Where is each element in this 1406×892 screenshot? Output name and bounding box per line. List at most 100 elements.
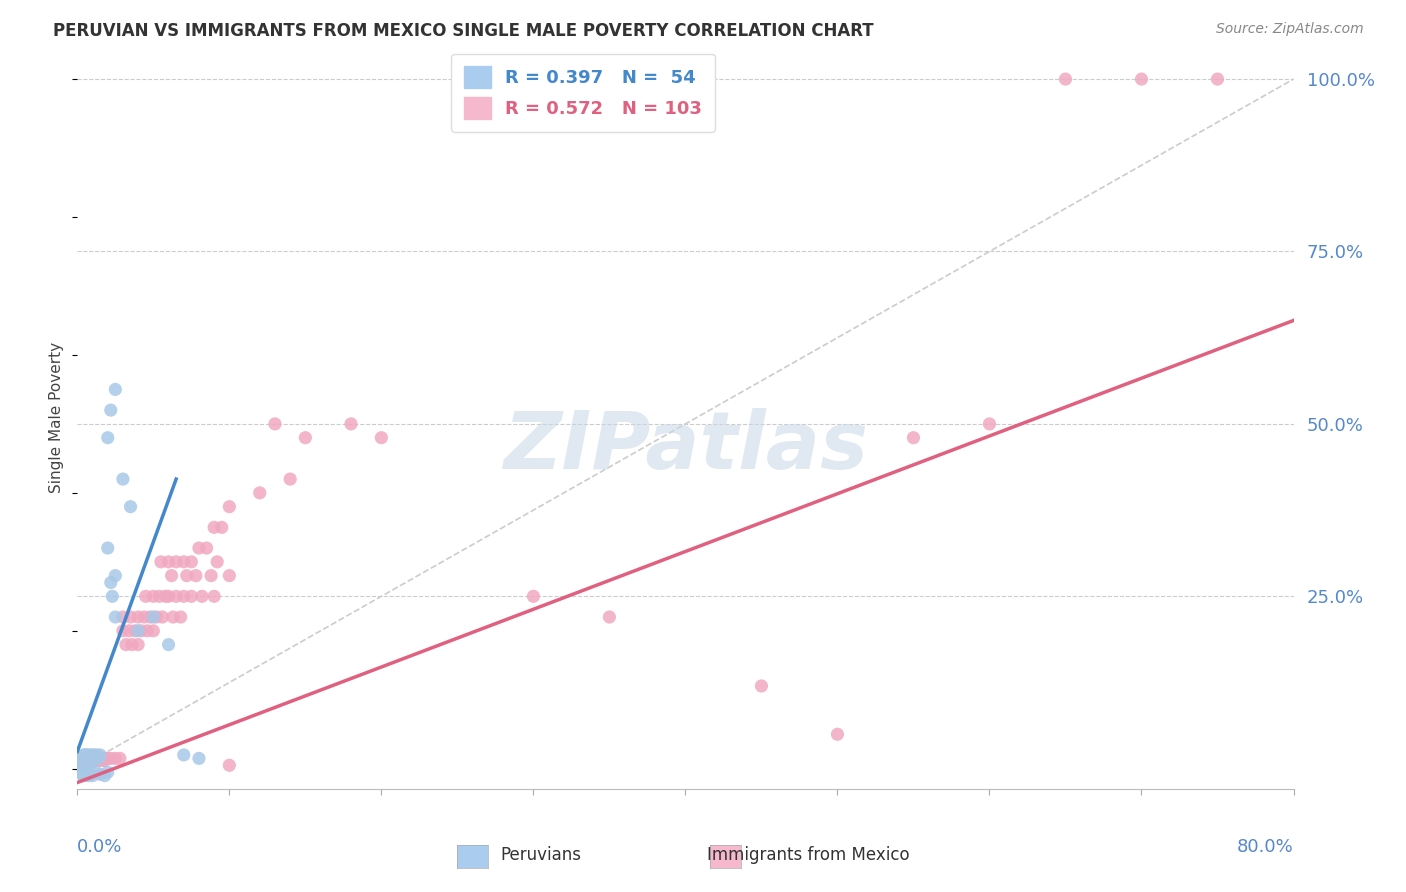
- Point: [79, 751, 101, 765]
- Point: [202, 590, 225, 604]
- Point: [83, 751, 105, 765]
- Point: [73, 751, 96, 765]
- Point: [173, 555, 195, 569]
- Point: [134, 610, 156, 624]
- Point: [522, 590, 544, 604]
- Point: [86, 751, 108, 765]
- Point: [75, 751, 97, 765]
- Point: [73, 765, 96, 780]
- Point: [73, 751, 96, 765]
- Point: [83, 754, 105, 768]
- Point: [82, 751, 104, 765]
- Point: [75, 755, 97, 769]
- Text: Immigrants from Mexico: Immigrants from Mexico: [707, 846, 910, 863]
- Point: [104, 610, 127, 624]
- Point: [97, 765, 120, 780]
- Point: [165, 590, 187, 604]
- Point: [80, 754, 103, 768]
- Point: [173, 590, 195, 604]
- Point: [70, 751, 93, 765]
- Point: [101, 590, 124, 604]
- Point: [200, 568, 222, 582]
- Point: [176, 568, 198, 582]
- Point: [84, 751, 107, 765]
- Point: [89, 767, 111, 781]
- Point: [96, 751, 118, 765]
- Point: [72, 758, 94, 772]
- Point: [79, 747, 101, 762]
- Point: [97, 541, 120, 555]
- Point: [73, 755, 96, 769]
- Point: [77, 769, 100, 783]
- Point: [115, 638, 138, 652]
- Point: [155, 590, 177, 604]
- Point: [149, 555, 172, 569]
- Point: [70, 755, 93, 769]
- Point: [79, 751, 101, 765]
- Point: [903, 431, 925, 445]
- Point: [69, 758, 91, 772]
- Point: [127, 624, 149, 638]
- Point: [82, 751, 104, 765]
- Point: [89, 751, 111, 765]
- Point: [142, 590, 165, 604]
- Point: [77, 751, 100, 765]
- Point: [77, 749, 100, 764]
- Point: [100, 403, 122, 417]
- Point: [72, 747, 94, 762]
- Point: [72, 751, 94, 765]
- Point: [77, 755, 100, 769]
- Point: [205, 555, 228, 569]
- Point: [249, 486, 271, 500]
- Point: [84, 754, 107, 768]
- Point: [104, 751, 127, 765]
- Point: [87, 751, 110, 765]
- Text: 0.0%: 0.0%: [77, 838, 122, 855]
- Point: [127, 638, 149, 652]
- Point: [188, 541, 211, 555]
- Point: [120, 500, 142, 514]
- Point: [84, 751, 107, 765]
- Point: [70, 754, 93, 768]
- Text: PERUVIAN VS IMMIGRANTS FROM MEXICO SINGLE MALE POVERTY CORRELATION CHART: PERUVIAN VS IMMIGRANTS FROM MEXICO SINGL…: [53, 22, 875, 40]
- Point: [165, 555, 187, 569]
- Point: [211, 520, 233, 534]
- Point: [97, 751, 120, 765]
- Point: [86, 747, 108, 762]
- Point: [142, 610, 165, 624]
- Point: [120, 610, 142, 624]
- Point: [1054, 72, 1077, 87]
- Point: [184, 568, 207, 582]
- Point: [264, 417, 287, 431]
- Point: [170, 610, 193, 624]
- Point: [121, 638, 143, 652]
- Point: [180, 555, 202, 569]
- Point: [118, 624, 141, 638]
- Point: [157, 555, 180, 569]
- Point: [100, 751, 122, 765]
- Point: [218, 758, 240, 772]
- Point: [100, 575, 122, 590]
- Point: [979, 417, 1001, 431]
- Point: [75, 747, 97, 762]
- Legend: R = 0.397   N =  54, R = 0.572   N = 103: R = 0.397 N = 54, R = 0.572 N = 103: [451, 54, 714, 132]
- Point: [73, 754, 96, 768]
- Point: [827, 727, 849, 741]
- Text: Peruvians: Peruvians: [501, 846, 582, 863]
- Point: [191, 590, 214, 604]
- Point: [294, 431, 316, 445]
- Point: [75, 754, 97, 768]
- Point: [148, 590, 170, 604]
- Point: [136, 624, 159, 638]
- Point: [69, 765, 91, 780]
- Point: [1130, 72, 1153, 87]
- Point: [1206, 72, 1229, 87]
- Point: [77, 747, 100, 762]
- Point: [108, 751, 131, 765]
- Point: [79, 755, 101, 769]
- Point: [89, 747, 111, 762]
- Point: [91, 751, 114, 765]
- Point: [79, 765, 101, 780]
- Point: [72, 755, 94, 769]
- Point: [93, 769, 115, 783]
